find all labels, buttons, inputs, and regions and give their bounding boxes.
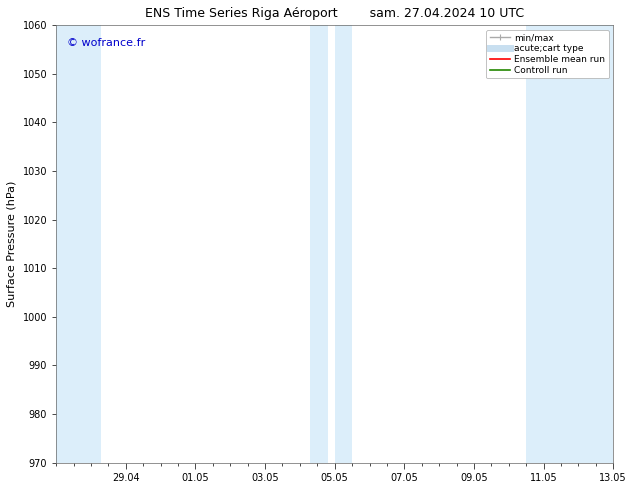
Y-axis label: Surface Pressure (hPa): Surface Pressure (hPa) xyxy=(7,181,17,307)
Title: ENS Time Series Riga Aéroport        sam. 27.04.2024 10 UTC: ENS Time Series Riga Aéroport sam. 27.04… xyxy=(145,7,524,20)
Bar xyxy=(56,25,101,463)
Bar xyxy=(335,25,352,463)
Bar xyxy=(526,25,613,463)
Bar xyxy=(310,25,328,463)
Text: © wofrance.fr: © wofrance.fr xyxy=(67,38,146,49)
Legend: min/max, acute;cart type, Ensemble mean run, Controll run: min/max, acute;cart type, Ensemble mean … xyxy=(486,30,609,78)
